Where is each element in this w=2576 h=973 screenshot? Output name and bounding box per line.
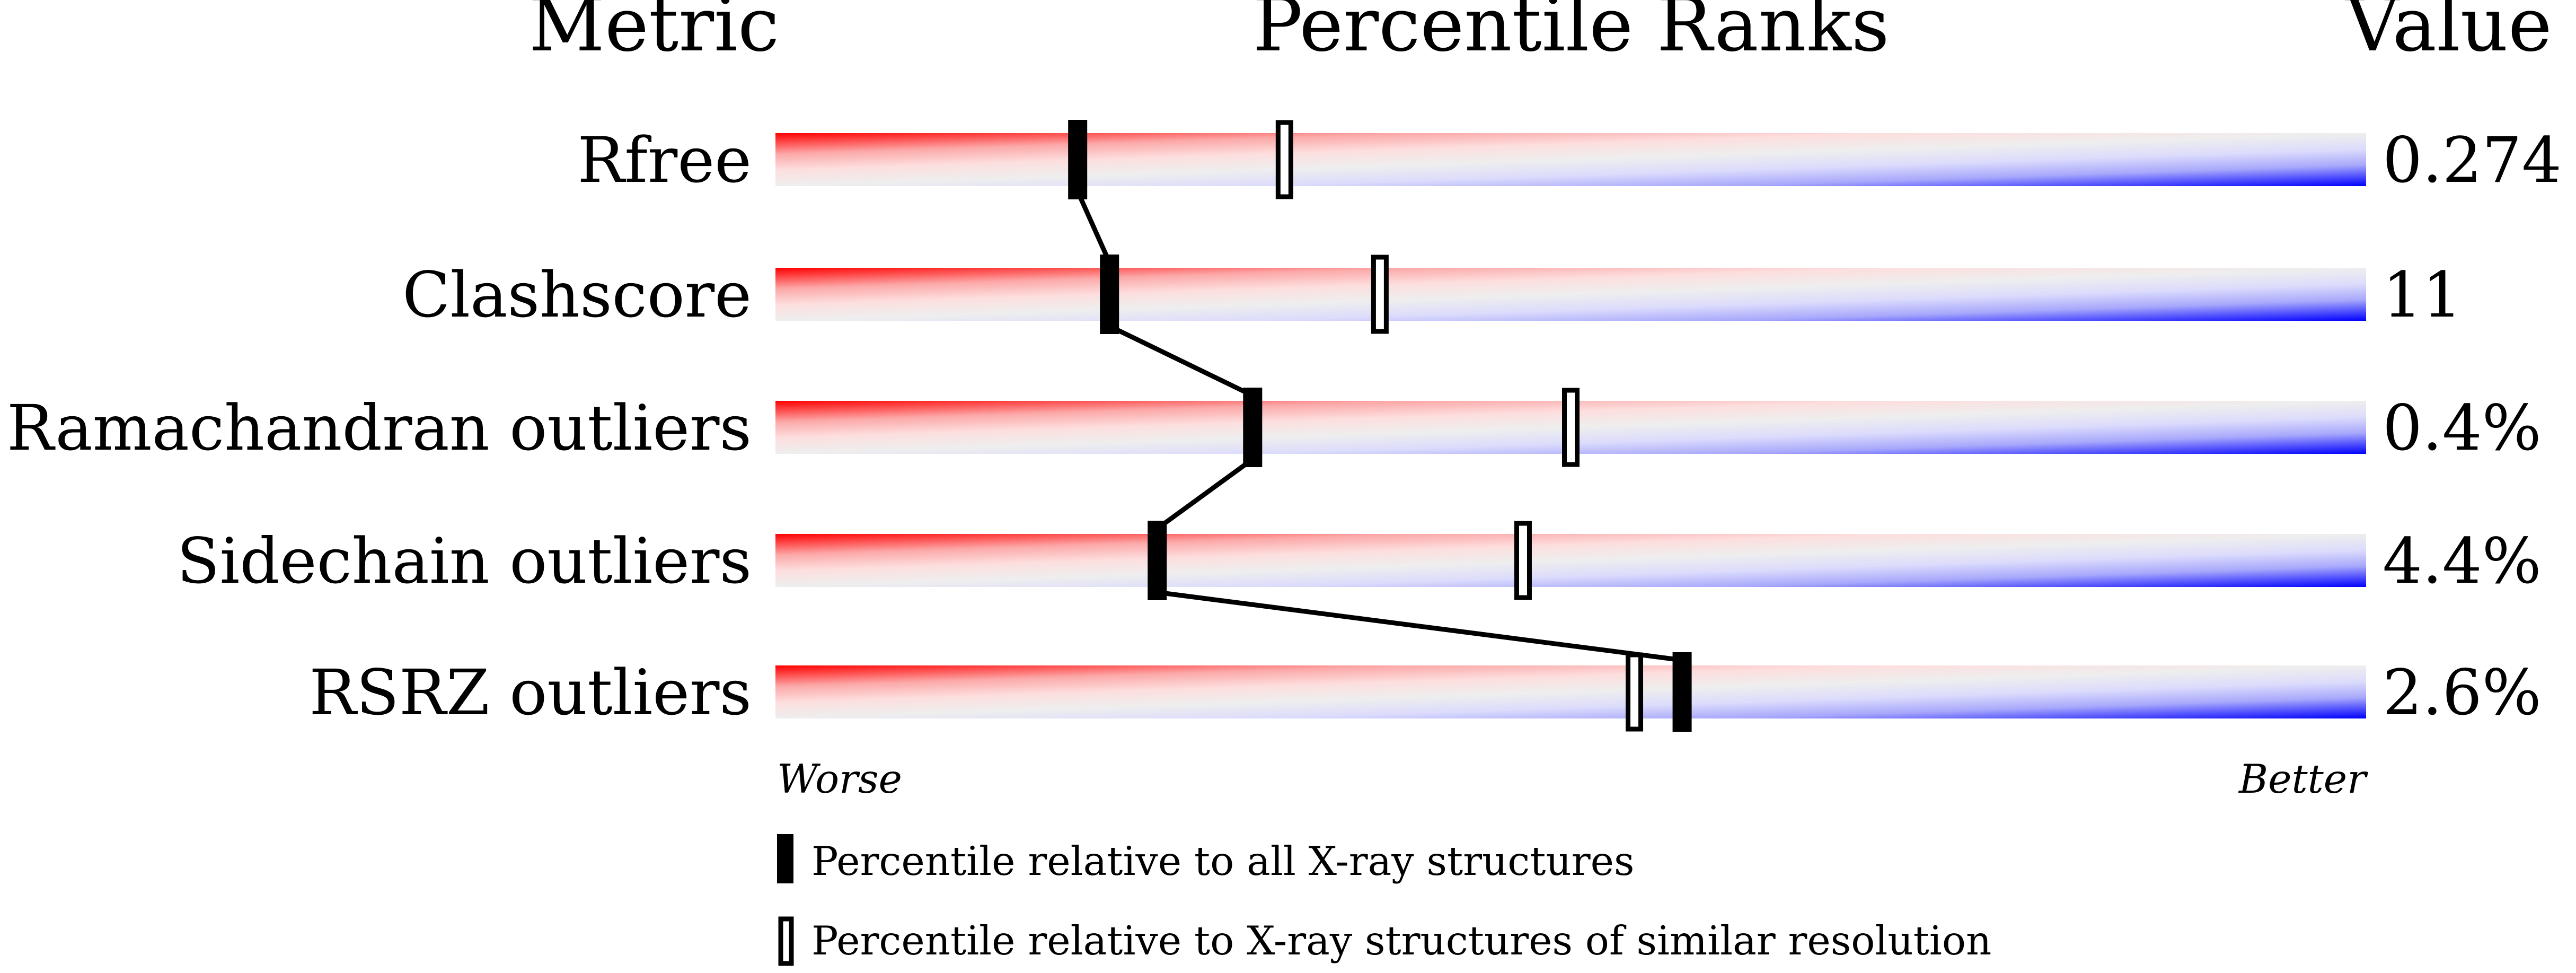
legend-similar-text: Percentile relative to X-ray structures …: [811, 917, 1991, 964]
marker-all-structures: [1100, 255, 1119, 334]
marker-similar-resolution: [1275, 120, 1293, 199]
connector-line: [1155, 457, 1254, 531]
marker-all-structures: [1243, 388, 1263, 467]
legend-all-swatch: [777, 834, 793, 883]
legend-similar-swatch: [778, 916, 794, 966]
marker-all-structures: [1148, 521, 1167, 600]
marker-similar-resolution: [1514, 521, 1532, 600]
metric-label: Clashscore: [402, 258, 752, 331]
metric-label: RSRZ outliers: [309, 656, 752, 729]
metric-value: 4.4%: [2383, 524, 2542, 598]
better-label: Better: [2238, 756, 2368, 802]
percentile-bar: [775, 665, 2366, 718]
metric-value: 0.4%: [2383, 391, 2542, 464]
percentile-bar: [775, 268, 2366, 321]
connector-line: [1075, 190, 1112, 264]
worse-label: Worse: [777, 756, 902, 802]
marker-similar-resolution: [1626, 652, 1644, 732]
marker-similar-resolution: [1562, 388, 1580, 467]
header-percentile-ranks: Percentile Ranks: [1252, 0, 1889, 68]
legend-all-text: Percentile relative to all X-ray structu…: [811, 838, 1634, 884]
header-value: Value: [2344, 0, 2552, 68]
marker-similar-resolution: [1371, 255, 1389, 334]
connector-line: [1108, 323, 1254, 398]
metric-value: 11: [2383, 258, 2462, 331]
percentile-bar: [775, 133, 2366, 186]
metric-value: 2.6%: [2383, 656, 2542, 729]
marker-all-structures: [1672, 652, 1692, 732]
metric-value: 0.274: [2383, 124, 2562, 197]
header-metric: Metric: [529, 0, 780, 68]
percentile-bar: [775, 534, 2366, 587]
metric-label: Rfree: [577, 124, 752, 197]
marker-all-structures: [1068, 120, 1088, 199]
metric-label: Ramachandran outliers: [7, 391, 752, 464]
connector-line: [1157, 590, 1683, 663]
metric-label: Sidechain outliers: [177, 524, 752, 598]
